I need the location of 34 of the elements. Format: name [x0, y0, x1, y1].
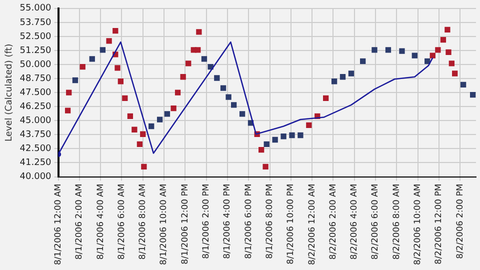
x-tick-label: 8/1/2006 2:00 AM: [74, 184, 85, 260]
x-tick-label: 8/1/2006 8:00 AM: [138, 184, 148, 260]
y-tick-label: 42.500: [20, 144, 52, 154]
y-tick-label: 53.750: [20, 18, 52, 28]
x-tick-label: 8/1/2006 4:00 PM: [222, 184, 233, 259]
x-tick-label: 8/1/2006 6:00 AM: [116, 184, 127, 260]
y-axis-title: Level (Calculated) (ft): [4, 44, 15, 142]
x-tick-label: 8/2/2006 2:00 AM: [328, 184, 338, 260]
x-tick-label: 8/2/2006 12:00 PM: [434, 184, 444, 264]
y-tick-label: 45.000: [20, 116, 52, 126]
x-tick-label: 8/1/2006 6:00 PM: [244, 184, 254, 259]
x-tick-label: 8/1/2006 10:00 PM: [286, 184, 296, 264]
y-tick-label: 51.250: [20, 46, 52, 56]
x-tick-label: 8/2/2006 12:00 AM: [307, 184, 318, 266]
y-tick-label: 41.250: [20, 158, 52, 168]
x-tick-label: 8/1/2006 10:00 AM: [159, 184, 170, 266]
y-tick-label: 52.500: [20, 32, 52, 42]
x-tick-label: 8/1/2006 8:00 PM: [264, 184, 275, 259]
y-tick-label: 48.750: [20, 74, 52, 84]
y-tick-label: 40.000: [20, 172, 52, 182]
x-tick-label: 8/2/2006 8:00 AM: [392, 184, 402, 260]
x-tick-label: 8/1/2006 4:00 AM: [96, 184, 106, 260]
x-tick-label: 8/1/2006 12:00 PM: [180, 184, 190, 264]
x-tick-label: 8/1/2006 12:00 AM: [53, 184, 64, 266]
y-tick-label: 47.500: [20, 88, 52, 98]
y-tick-label: 46.250: [20, 102, 52, 112]
y-tick-label: 43.750: [20, 130, 52, 140]
x-tick-label: 8/2/2006 10:00 AM: [413, 184, 424, 266]
y-tick-label: 55.000: [20, 4, 52, 14]
x-tick-label: 8/1/2006 2:00 PM: [202, 184, 212, 259]
x-tick-label: 8/2/2006 6:00 AM: [370, 184, 381, 260]
y-tick-label: 50.000: [20, 60, 52, 70]
x-tick-label: 8/2/2006 2:00 PM: [455, 184, 466, 259]
x-tick-label: 8/2/2006 4:00 AM: [350, 184, 360, 260]
